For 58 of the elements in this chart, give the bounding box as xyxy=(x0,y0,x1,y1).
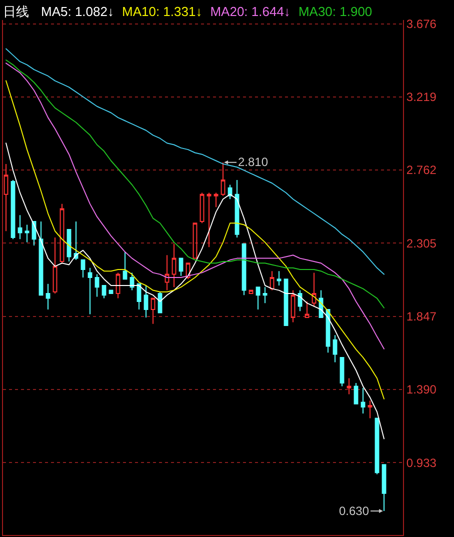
candlestick xyxy=(164,254,170,291)
candlestick xyxy=(276,270,282,286)
candlestick xyxy=(80,259,86,278)
candlestick xyxy=(116,272,120,299)
candlestick xyxy=(94,274,100,298)
candlestick xyxy=(290,290,296,323)
candlestick xyxy=(18,214,22,240)
candlestick xyxy=(150,298,156,324)
line-series xyxy=(6,59,385,308)
candlestick xyxy=(262,286,268,304)
candlestick xyxy=(214,192,218,208)
candlestick xyxy=(312,272,316,307)
y-tick-label: 1.847 xyxy=(406,310,437,324)
candlestick xyxy=(368,400,372,419)
candlestick xyxy=(88,267,92,315)
candlestick xyxy=(144,285,148,318)
line-series xyxy=(6,62,385,350)
candlestick xyxy=(332,334,338,363)
candlestick xyxy=(102,285,106,299)
candlestick xyxy=(74,221,78,260)
y-tick-label: 2.305 xyxy=(406,236,437,250)
y-tick-label: 3.676 xyxy=(406,17,437,32)
line-series xyxy=(6,142,385,440)
candlestick xyxy=(4,163,8,232)
y-tick-label: 0.933 xyxy=(406,456,437,470)
candlestick xyxy=(256,286,260,310)
y-tick-label: 1.390 xyxy=(406,382,437,397)
candlestick xyxy=(178,258,184,276)
candlestick xyxy=(46,283,50,310)
candlestick xyxy=(340,356,344,387)
candlestick xyxy=(60,203,64,264)
text: MA5: 1.082↓ xyxy=(41,4,114,19)
candlestick xyxy=(172,243,176,288)
y-tick-label: 3.219 xyxy=(406,90,437,104)
text: MA30: 1.900 xyxy=(298,4,372,19)
text: MA20: 1.644↓ xyxy=(210,4,290,19)
annotation: 2.810 xyxy=(238,155,268,169)
text: MA10: 1.331↓ xyxy=(122,4,202,19)
annotation: 0.630 xyxy=(339,504,370,518)
line-series xyxy=(6,80,385,400)
candlestick xyxy=(192,222,198,259)
chart-title: 日线 xyxy=(3,3,29,21)
line-series xyxy=(6,48,385,275)
candlestick xyxy=(200,192,204,224)
candlestick xyxy=(360,387,366,414)
candlestick xyxy=(346,378,352,395)
candlestick xyxy=(10,179,16,240)
candlestick xyxy=(248,290,254,294)
candlestick xyxy=(270,270,274,291)
candlestick xyxy=(24,224,30,243)
candlestick xyxy=(206,192,212,248)
candlestick xyxy=(186,262,190,280)
candlestick xyxy=(38,221,44,296)
candlestick xyxy=(354,382,358,404)
candlestick xyxy=(52,237,58,294)
candlestick xyxy=(304,300,310,318)
y-tick-label: 2.762 xyxy=(406,163,437,178)
candlestick xyxy=(122,251,128,280)
